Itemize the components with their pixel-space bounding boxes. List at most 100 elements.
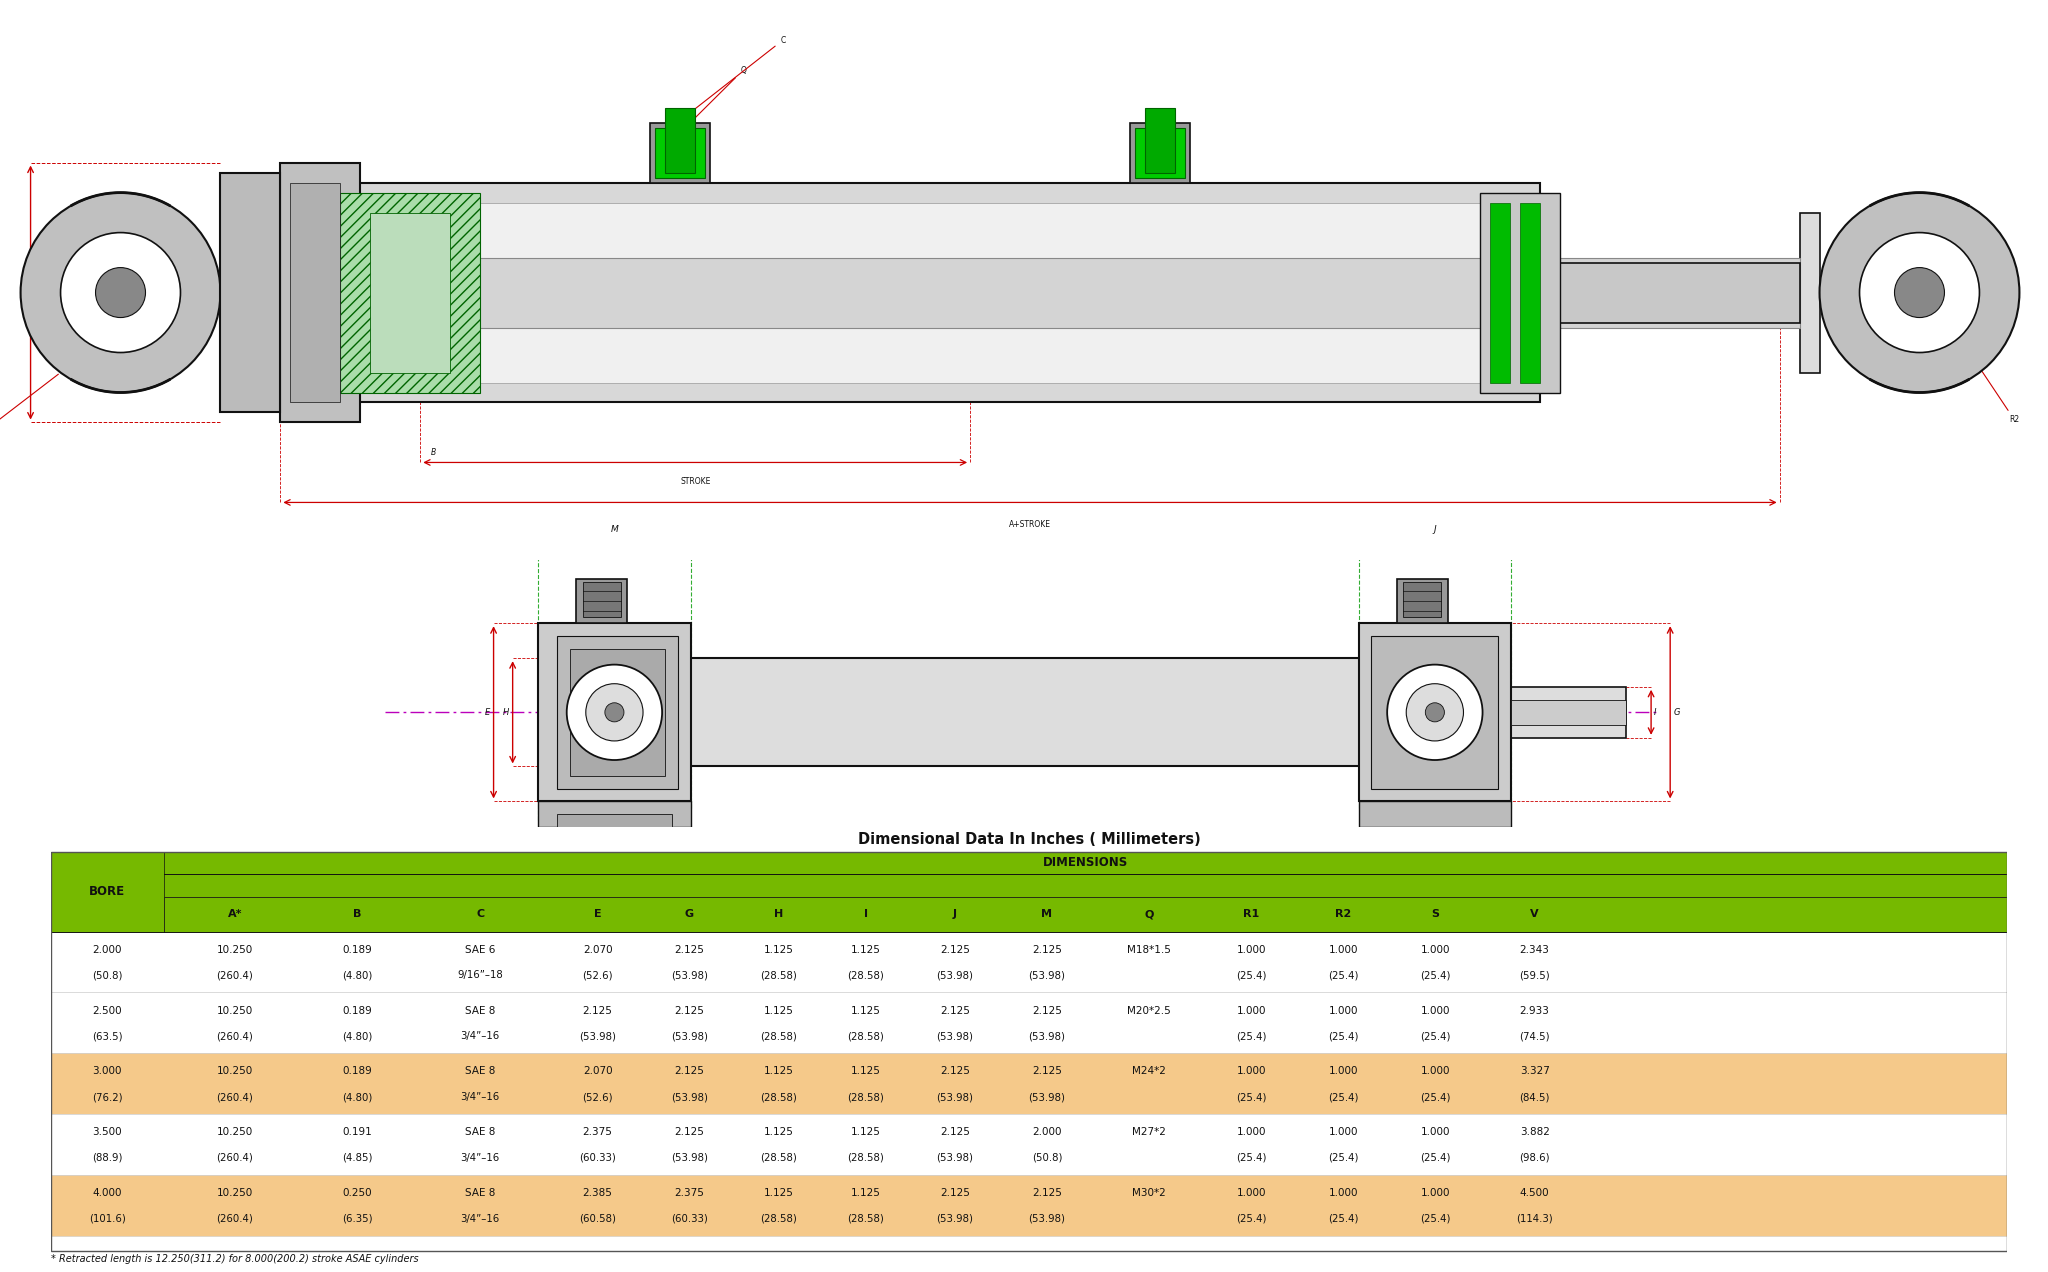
Text: A+STROKE: A+STROKE	[1010, 520, 1051, 529]
Text: R1: R1	[0, 374, 57, 435]
Text: (52.6): (52.6)	[582, 1091, 612, 1102]
Text: STROKE: STROKE	[680, 477, 711, 486]
Text: (101.6): (101.6)	[88, 1213, 125, 1224]
Text: (53.98): (53.98)	[1028, 1032, 1065, 1042]
Text: * Retracted length is 12.250(311.2) for 8.000(200.2) stroke ASAE cylinders: * Retracted length is 12.250(311.2) for …	[51, 1254, 420, 1263]
Text: 2.125: 2.125	[940, 1188, 971, 1198]
Text: SAE 8: SAE 8	[465, 1006, 496, 1015]
Text: 2.933: 2.933	[1520, 1006, 1550, 1015]
Text: 2.125: 2.125	[1032, 1188, 1063, 1198]
Bar	[655, 127, 705, 178]
Text: (260.4): (260.4)	[217, 971, 254, 981]
Circle shape	[1894, 267, 1944, 318]
Text: 1.000: 1.000	[1237, 945, 1266, 955]
Text: 2.000: 2.000	[92, 945, 123, 955]
Text: 1.125: 1.125	[850, 945, 881, 955]
Text: (114.3): (114.3)	[1516, 1213, 1552, 1224]
Text: (260.4): (260.4)	[217, 1152, 254, 1163]
Bar	[221, 173, 281, 412]
Bar	[557, 636, 678, 789]
Bar	[1135, 127, 1186, 178]
Text: 2.125: 2.125	[940, 945, 971, 955]
Text: 2.125: 2.125	[940, 1066, 971, 1076]
Text: 4.500: 4.500	[1520, 1188, 1550, 1198]
Text: (28.58): (28.58)	[848, 971, 885, 981]
Text: 10.250: 10.250	[217, 1188, 254, 1198]
Bar	[371, 212, 451, 373]
Text: (53.98): (53.98)	[936, 1213, 973, 1224]
Bar	[1489, 202, 1509, 383]
Text: 1.125: 1.125	[850, 1188, 881, 1198]
Circle shape	[1819, 192, 2019, 393]
Bar	[1800, 212, 1819, 373]
Text: 1.000: 1.000	[1421, 1066, 1450, 1076]
Bar	[1481, 192, 1561, 393]
Circle shape	[1407, 684, 1464, 740]
Text: (28.58): (28.58)	[760, 1152, 797, 1163]
Text: (6.35): (6.35)	[342, 1213, 373, 1224]
Text: 1.125: 1.125	[764, 1188, 795, 1198]
Text: S: S	[561, 688, 565, 698]
Text: (25.4): (25.4)	[1419, 1091, 1450, 1102]
Bar	[1358, 623, 1511, 801]
Text: E: E	[485, 707, 489, 717]
Bar	[539, 801, 690, 827]
Text: (25.4): (25.4)	[1237, 971, 1266, 981]
Text: 0.189: 0.189	[342, 945, 373, 955]
Bar	[51, 992, 2007, 1053]
Bar	[582, 583, 621, 617]
Text: 9/16”–18: 9/16”–18	[457, 971, 504, 981]
Text: M24*2: M24*2	[1133, 1066, 1165, 1076]
Circle shape	[604, 702, 625, 722]
Text: 3/4”–16: 3/4”–16	[461, 1152, 500, 1163]
Text: (53.98): (53.98)	[672, 1032, 709, 1042]
Text: (25.4): (25.4)	[1419, 1213, 1450, 1224]
Circle shape	[586, 684, 643, 740]
Text: J: J	[1434, 525, 1436, 534]
Bar	[51, 852, 2007, 897]
Bar	[1511, 687, 1626, 738]
Text: E: E	[594, 909, 602, 920]
Text: (28.58): (28.58)	[760, 971, 797, 981]
Text: (25.4): (25.4)	[1419, 1152, 1450, 1163]
Text: (25.4): (25.4)	[1419, 971, 1450, 981]
Text: (25.4): (25.4)	[1237, 1091, 1266, 1102]
Text: 2.375: 2.375	[674, 1188, 705, 1198]
Circle shape	[1386, 665, 1483, 761]
Text: (98.6): (98.6)	[1520, 1152, 1550, 1163]
Text: (25.4): (25.4)	[1327, 1213, 1358, 1224]
Text: 2.125: 2.125	[1032, 1066, 1063, 1076]
Bar	[1130, 122, 1190, 183]
Text: (4.85): (4.85)	[342, 1152, 373, 1163]
Circle shape	[61, 233, 180, 352]
Text: (28.58): (28.58)	[760, 1213, 797, 1224]
Text: 2.385: 2.385	[584, 1188, 612, 1198]
Bar	[575, 579, 627, 623]
Text: 1.125: 1.125	[764, 1066, 795, 1076]
Text: G: G	[684, 909, 694, 920]
Text: DIMENSIONS: DIMENSIONS	[1042, 856, 1128, 870]
Text: 1.000: 1.000	[1237, 1188, 1266, 1198]
Bar	[1540, 262, 1800, 323]
Text: (25.4): (25.4)	[1327, 971, 1358, 981]
Text: 1.125: 1.125	[764, 945, 795, 955]
Text: (25.4): (25.4)	[1327, 1091, 1358, 1102]
Bar	[291, 183, 340, 402]
Text: (25.4): (25.4)	[1327, 1032, 1358, 1042]
Text: 1.125: 1.125	[764, 1006, 795, 1015]
Text: R2: R2	[1335, 909, 1352, 920]
Text: (260.4): (260.4)	[217, 1213, 254, 1224]
Text: 10.250: 10.250	[217, 945, 254, 955]
Text: 3/4”–16: 3/4”–16	[461, 1213, 500, 1224]
Text: Q: Q	[682, 66, 745, 131]
Circle shape	[20, 192, 221, 393]
Text: SAE 8: SAE 8	[465, 1066, 496, 1076]
Text: (4.80): (4.80)	[342, 1091, 373, 1102]
Text: (53.98): (53.98)	[936, 1032, 973, 1042]
Text: 10.250: 10.250	[217, 1066, 254, 1076]
Text: M18*1.5: M18*1.5	[1126, 945, 1171, 955]
Circle shape	[567, 665, 662, 761]
Text: (50.8): (50.8)	[1032, 1152, 1063, 1163]
Bar	[1145, 108, 1176, 173]
Text: 2.125: 2.125	[1032, 945, 1063, 955]
